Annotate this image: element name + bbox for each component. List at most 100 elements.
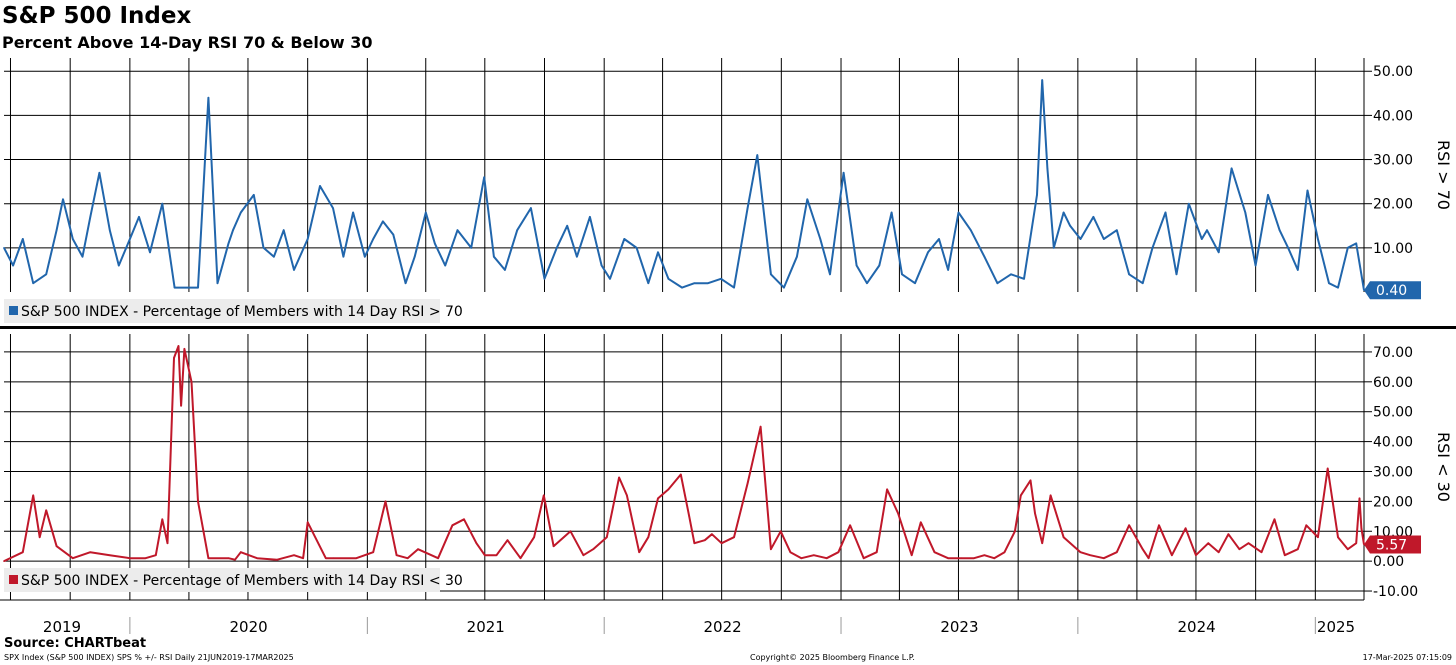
data-point bbox=[1053, 247, 1055, 249]
data-point bbox=[957, 211, 960, 214]
data-point bbox=[1049, 494, 1052, 497]
top-panel-rsi-above-70: 10.00 20.00 30.00 40.00 50.00 S&P 500 INDEX -… bbox=[3, 58, 1453, 323]
data-point bbox=[161, 202, 164, 205]
data-point bbox=[1195, 554, 1197, 556]
data-point bbox=[1247, 542, 1250, 544]
data-point bbox=[681, 286, 683, 289]
data-point bbox=[325, 557, 327, 559]
data-point bbox=[543, 494, 545, 497]
data-point bbox=[45, 509, 47, 512]
data-point bbox=[256, 557, 258, 559]
x-tick-label: 2022 bbox=[704, 618, 742, 636]
data-point bbox=[1278, 229, 1281, 231]
data-point bbox=[62, 198, 64, 201]
data-point bbox=[938, 238, 940, 240]
data-point bbox=[155, 554, 157, 556]
data-point bbox=[837, 551, 840, 553]
data-point bbox=[1287, 247, 1289, 249]
data-point bbox=[306, 521, 309, 524]
data-point bbox=[647, 282, 650, 285]
data-point bbox=[626, 494, 628, 497]
y-tick-label: 70.00 bbox=[1373, 345, 1413, 361]
data-point bbox=[276, 558, 279, 561]
series-line bbox=[3, 345, 1365, 563]
data-point bbox=[1164, 211, 1167, 214]
y-axis-title: RSI < 30 bbox=[1434, 432, 1453, 502]
data-point bbox=[227, 242, 230, 245]
data-point bbox=[1355, 542, 1357, 544]
data-point bbox=[983, 255, 986, 258]
data-point bbox=[600, 264, 603, 267]
data-point bbox=[1337, 536, 1339, 538]
data-point bbox=[332, 207, 334, 209]
data-point bbox=[1260, 551, 1263, 553]
data-point bbox=[693, 542, 696, 544]
data-point bbox=[1034, 512, 1036, 515]
data-point bbox=[566, 225, 568, 227]
data-point bbox=[759, 425, 762, 428]
data-point bbox=[609, 278, 611, 280]
data-point bbox=[789, 551, 792, 553]
data-point bbox=[667, 278, 670, 280]
data-point bbox=[207, 557, 210, 559]
data-point bbox=[232, 229, 234, 231]
data-point bbox=[897, 512, 899, 515]
data-point bbox=[180, 404, 182, 407]
data-point bbox=[618, 476, 620, 479]
data-point bbox=[109, 554, 111, 556]
data-point bbox=[417, 548, 419, 550]
y-tick-label: 20.00 bbox=[1373, 494, 1413, 510]
data-point bbox=[960, 557, 962, 559]
data-point bbox=[342, 255, 345, 258]
legend-swatch bbox=[9, 306, 18, 315]
y-tick-label: 40.00 bbox=[1373, 108, 1413, 124]
data-point bbox=[746, 482, 749, 485]
data-point bbox=[866, 282, 868, 285]
data-point bbox=[475, 542, 478, 544]
data-point bbox=[1317, 536, 1319, 538]
data-point bbox=[89, 216, 92, 218]
data-point bbox=[970, 229, 972, 231]
data-point bbox=[355, 557, 358, 559]
data-point bbox=[1328, 282, 1330, 285]
data-point bbox=[1273, 518, 1276, 521]
data-point bbox=[756, 154, 759, 156]
data-point bbox=[1238, 548, 1241, 550]
data-point bbox=[22, 238, 24, 240]
data-point bbox=[166, 542, 169, 544]
data-point bbox=[720, 542, 723, 544]
legend-box bbox=[4, 299, 440, 323]
data-point bbox=[109, 229, 111, 231]
data-point bbox=[704, 539, 706, 541]
data-point bbox=[530, 207, 532, 209]
series-line bbox=[3, 79, 1365, 291]
data-point bbox=[493, 255, 495, 258]
data-point bbox=[129, 238, 131, 240]
data-point bbox=[1128, 524, 1130, 527]
data-point bbox=[1297, 548, 1299, 550]
data-point bbox=[332, 557, 335, 559]
data-point bbox=[1069, 225, 1071, 227]
data-point bbox=[32, 282, 34, 285]
data-point bbox=[920, 521, 922, 524]
data-point bbox=[1188, 202, 1190, 205]
data-point bbox=[819, 238, 822, 240]
data-point bbox=[177, 345, 180, 347]
data-point bbox=[875, 551, 878, 553]
data-point bbox=[733, 536, 735, 538]
data-point bbox=[129, 557, 131, 559]
y-tick-label: -10.00 bbox=[1373, 584, 1418, 600]
data-point bbox=[1207, 542, 1210, 544]
y-tick-label: 60.00 bbox=[1373, 375, 1413, 391]
data-point bbox=[240, 551, 242, 553]
data-point bbox=[516, 229, 518, 231]
data-point bbox=[569, 530, 572, 533]
data-point bbox=[855, 264, 858, 267]
data-point bbox=[1184, 527, 1187, 530]
data-point bbox=[720, 278, 722, 280]
data-point bbox=[606, 536, 608, 538]
data-point bbox=[688, 515, 690, 518]
data-point bbox=[733, 286, 735, 289]
data-point bbox=[1116, 551, 1118, 553]
data-point bbox=[886, 488, 888, 491]
